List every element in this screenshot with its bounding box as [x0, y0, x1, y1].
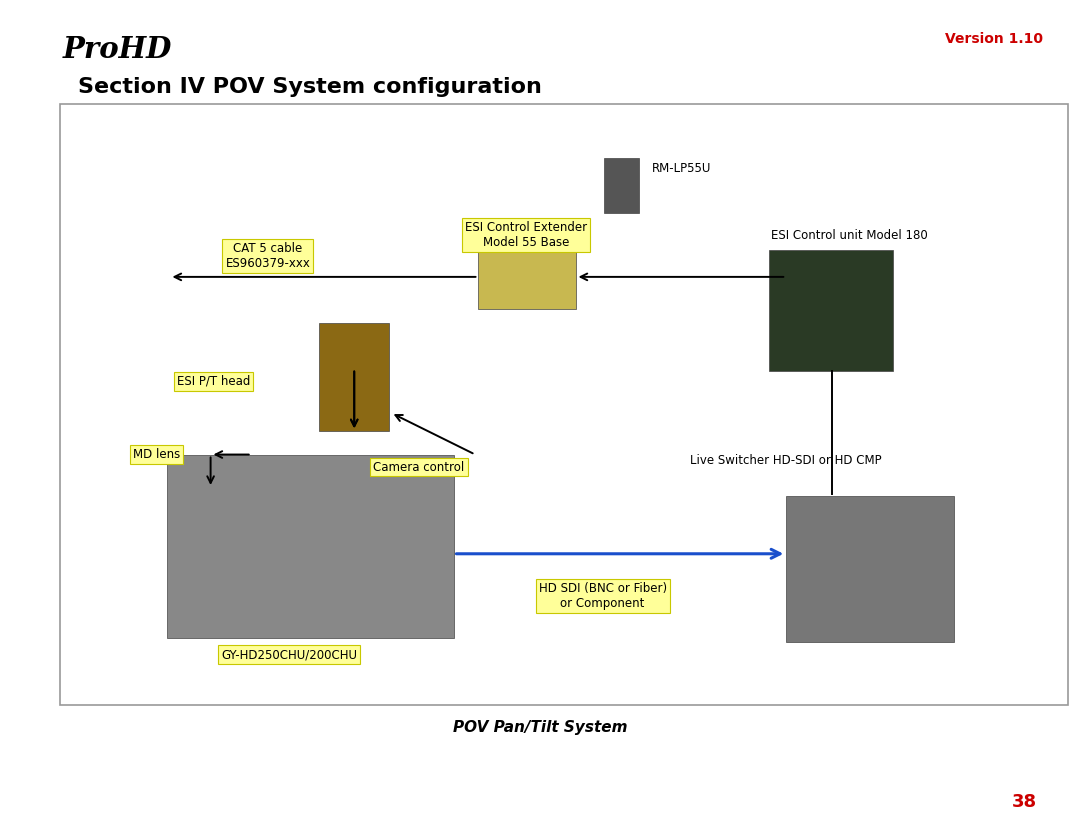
- Text: HD SDI (BNC or Fiber)
or Component: HD SDI (BNC or Fiber) or Component: [539, 582, 666, 610]
- Text: Version 1.10: Version 1.10: [945, 32, 1043, 46]
- Text: ESI P/T head: ESI P/T head: [177, 374, 251, 388]
- Bar: [478, 234, 576, 309]
- FancyBboxPatch shape: [60, 104, 1068, 705]
- Text: ESI Control unit Model 180: ESI Control unit Model 180: [770, 229, 928, 242]
- Bar: [319, 323, 389, 431]
- Text: ProHD: ProHD: [63, 35, 172, 64]
- Text: Live Switcher HD-SDI or HD CMP: Live Switcher HD-SDI or HD CMP: [690, 454, 882, 467]
- Text: GY-HD250CHU/200CHU: GY-HD250CHU/200CHU: [221, 648, 357, 661]
- Bar: [167, 455, 454, 638]
- Text: ESI Control Extender
Model 55 Base: ESI Control Extender Model 55 Base: [464, 221, 588, 249]
- Text: RM-LP55U: RM-LP55U: [652, 162, 712, 175]
- Text: CAT 5 cable
ES960379-xxx: CAT 5 cable ES960379-xxx: [226, 242, 310, 270]
- Bar: [604, 158, 639, 213]
- Text: POV Pan/Tilt System: POV Pan/Tilt System: [453, 720, 627, 735]
- Bar: [786, 496, 954, 642]
- Text: Section IV POV System configuration: Section IV POV System configuration: [78, 77, 542, 97]
- Text: 38: 38: [1012, 792, 1037, 811]
- Text: MD lens: MD lens: [133, 448, 180, 461]
- Text: Camera control: Camera control: [374, 460, 464, 474]
- Bar: [769, 250, 893, 371]
